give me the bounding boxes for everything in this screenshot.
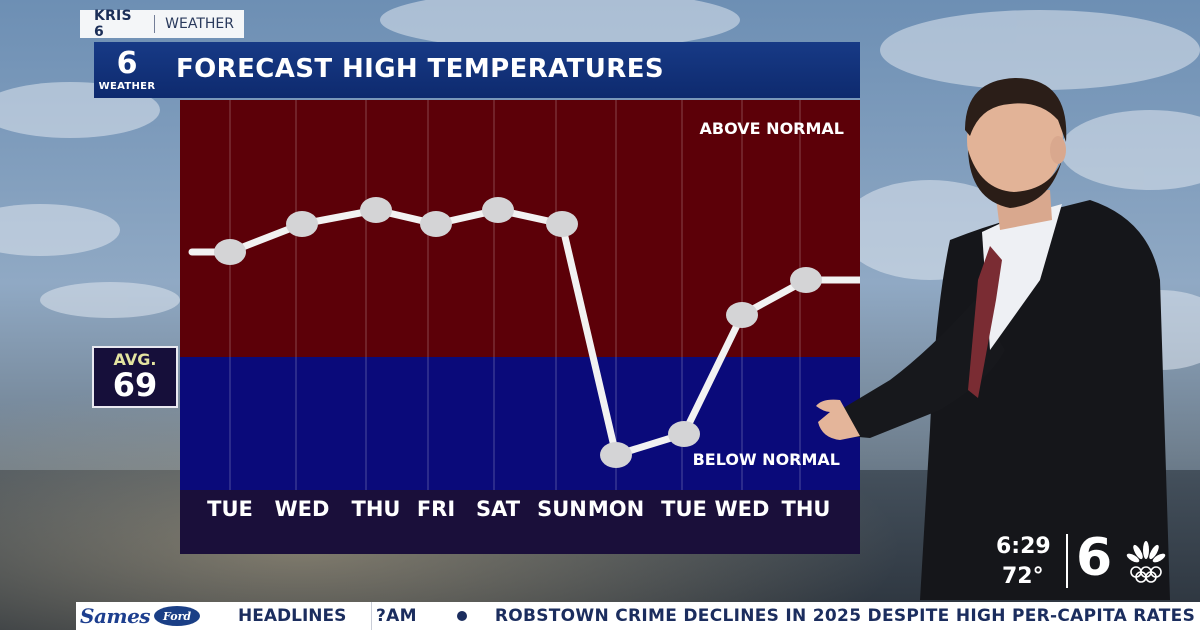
day-label: FRI — [417, 497, 455, 521]
temperature-point — [360, 197, 392, 223]
temperature-point — [482, 197, 514, 223]
temperature-point — [668, 421, 700, 447]
station-logo-number: 6 — [1076, 528, 1113, 588]
day-label: TUE — [661, 497, 707, 521]
average-value: 69 — [112, 366, 158, 404]
graphic-title-bar: 6 WEATHER FORECAST HIGH TEMPERATURES — [94, 42, 860, 98]
below-normal-zone — [180, 357, 860, 490]
current-temperature: 72° — [1002, 564, 1044, 589]
average-label: AVG. — [113, 350, 157, 369]
day-label: SUN — [537, 497, 587, 521]
sponsor-badge: Ford — [154, 606, 201, 626]
sponsor-name: Sames — [80, 604, 151, 628]
ticker-scroll: ?AM ROBSTOWN CRIME DECLINES IN 2025 DESP… — [372, 602, 1200, 630]
day-label: THU — [782, 497, 831, 521]
ticker-label: HEADLINES — [216, 602, 372, 630]
day-labels: TUE WED THU FRI SAT SUN MON TUE WED THU — [207, 497, 830, 521]
weather-logo: 6 WEATHER — [94, 42, 160, 98]
day-label: WED — [715, 497, 770, 521]
forecast-chart-svg: ABOVE NORMAL BELOW NORMAL TUE WED THU FRI SA… — [180, 100, 860, 554]
average-temperature-box: AVG. 69 — [92, 346, 178, 408]
below-normal-label: BELOW NORMAL — [693, 450, 840, 469]
temperature-point — [420, 211, 452, 237]
graphic-title: FORECAST HIGH TEMPERATURES — [176, 54, 665, 84]
temperature-point — [600, 442, 632, 468]
ticker-previous-fragment: ?AM — [376, 606, 417, 626]
section-name: WEATHER — [165, 16, 234, 32]
temperature-points — [214, 197, 822, 468]
station-name: KRIS 6 — [94, 8, 132, 40]
day-label: THU — [352, 497, 401, 521]
day-label-band — [180, 490, 860, 554]
news-ticker: Sames Ford HEADLINES ?AM ROBSTOWN CRIME … — [76, 602, 1200, 630]
station-brand-tag: KRIS 6 WEATHER — [80, 8, 244, 40]
temperature-point — [286, 211, 318, 237]
day-label: MON — [588, 497, 644, 521]
brand-separator — [154, 15, 156, 33]
ticker-headline: ROBSTOWN CRIME DECLINES IN 2025 DESPITE … — [494, 606, 1196, 626]
station-bug: 6:29 72° 6 — [990, 528, 1190, 594]
clock-time: 6:29 — [996, 534, 1051, 559]
forecast-chart: ABOVE NORMAL BELOW NORMAL TUE WED THU FRI SA… — [180, 100, 860, 554]
nbc-peacock-olympic-icon — [1126, 541, 1166, 583]
logo-number: 6 — [116, 45, 138, 81]
day-label: TUE — [207, 497, 253, 521]
day-grid-lines — [229, 100, 801, 490]
temperature-point — [546, 211, 578, 237]
ticker-sponsor: Sames Ford — [76, 602, 216, 630]
meteorologist-presenter — [816, 78, 1170, 600]
bug-divider — [1066, 534, 1068, 588]
logo-word: WEATHER — [98, 80, 156, 92]
day-label: SAT — [476, 497, 521, 521]
temperature-point — [214, 239, 246, 265]
day-label: WED — [275, 497, 330, 521]
temperature-point — [726, 302, 758, 328]
above-normal-label: ABOVE NORMAL — [700, 119, 844, 138]
ticker-bullet — [456, 611, 467, 621]
temperature-point — [790, 267, 822, 293]
